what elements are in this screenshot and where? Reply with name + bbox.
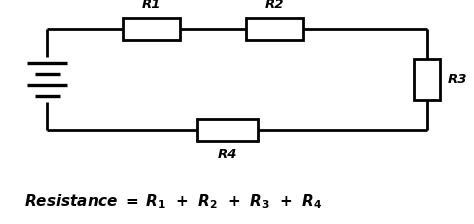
Bar bbox=[123, 18, 180, 40]
Text: R3: R3 bbox=[448, 73, 467, 86]
Bar bbox=[246, 18, 303, 40]
Text: R2: R2 bbox=[265, 0, 285, 11]
Bar bbox=[413, 59, 439, 100]
Text: R1: R1 bbox=[142, 0, 162, 11]
Bar bbox=[197, 119, 258, 141]
Text: $\bfit{Resistance}$ $\mathbf{=}$ $\bfit{R}_\mathbf{1}$  $\mathbf{+}$  $\bfit{R}_: $\bfit{Resistance}$ $\mathbf{=}$ $\bfit{… bbox=[24, 192, 322, 211]
Text: R4: R4 bbox=[218, 148, 237, 161]
